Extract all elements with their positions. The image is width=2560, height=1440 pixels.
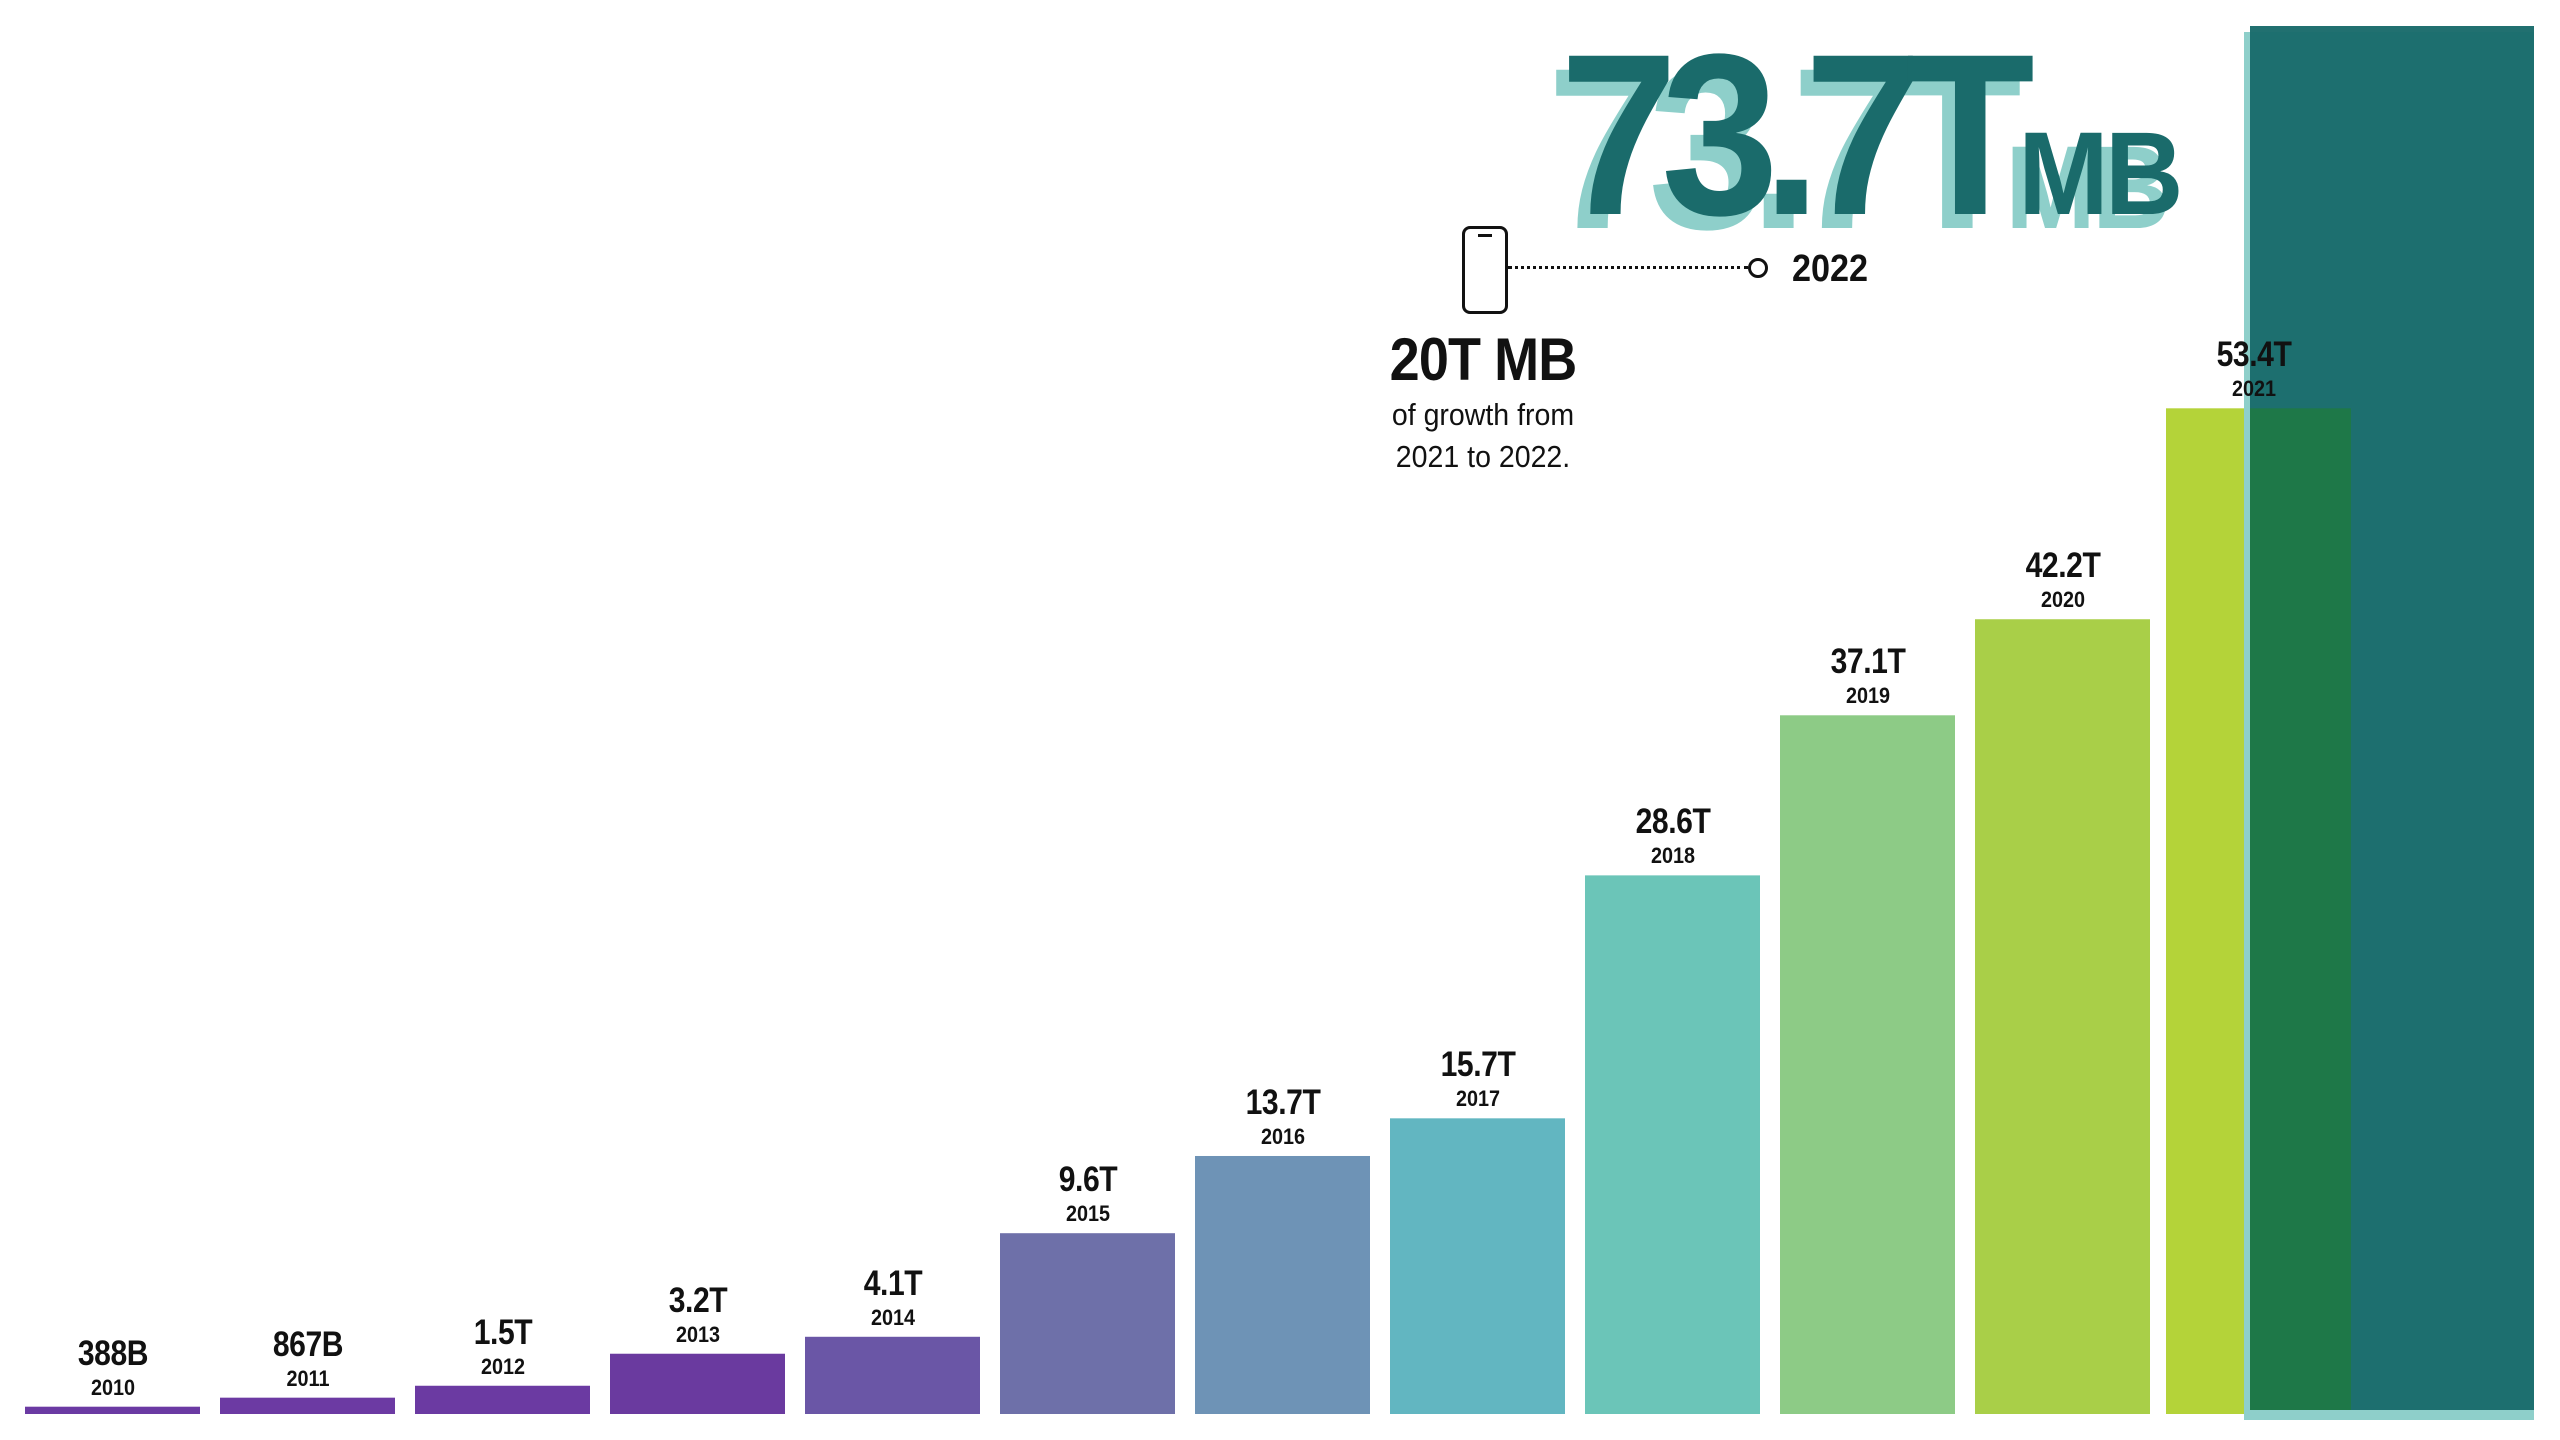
year-label-2018: 2018 [1650, 843, 1695, 869]
value-label-2020: 42.2T [2025, 546, 2100, 586]
year-label-2013: 2013 [675, 1321, 720, 1347]
growth-line-1: of growth from [1391, 397, 1575, 432]
year-label-2019: 2019 [1845, 683, 1890, 709]
bar-2015 [1000, 1233, 1175, 1414]
bar-2016 [1195, 1155, 1370, 1414]
year-label-2020: 2020 [2040, 587, 2085, 613]
year-label-2021: 2021 [2231, 376, 2276, 402]
value-label-2016: 13.7T [1245, 1082, 1320, 1122]
value-label-2014: 4.1T [863, 1263, 922, 1303]
headline-text: 73.7TMB [1560, 20, 2183, 274]
value-label-2011: 867B [272, 1324, 343, 1364]
bar-2018 [1585, 875, 1760, 1414]
year-label-2015: 2015 [1065, 1201, 1110, 1227]
year-label-2017: 2017 [1455, 1086, 1500, 1112]
headline-year: 2022 [1792, 248, 1869, 290]
growth-line-2: 2021 to 2022. [1395, 439, 1571, 474]
bar-2012 [415, 1385, 590, 1414]
bar-2019 [1780, 715, 1955, 1414]
value-label-2017: 15.7T [1440, 1045, 1515, 1085]
year-label-2011: 2011 [286, 1365, 329, 1391]
value-label-2013: 3.2T [668, 1280, 727, 1320]
year-label-2010: 2010 [90, 1374, 135, 1400]
headline-unit: MB [2018, 108, 2183, 240]
year-label-2012: 2012 [480, 1353, 525, 1379]
year-label-2016: 2016 [1260, 1123, 1305, 1149]
value-label-2019: 37.1T [1830, 642, 1905, 682]
bar-2010 [25, 1406, 200, 1414]
bar-2020 [1975, 619, 2150, 1414]
dotted-leader-line [1508, 266, 1748, 269]
year-label-2014: 2014 [870, 1304, 915, 1330]
bar-2011 [220, 1397, 395, 1414]
growth-title: 20T MB [1389, 326, 1578, 393]
headline-number: 73.7T [1560, 6, 2035, 263]
value-label-2012: 1.5T [473, 1312, 532, 1352]
bar-2014 [805, 1336, 980, 1414]
leader-end-circle [1748, 258, 1768, 278]
value-label-2018: 28.6T [1635, 802, 1710, 842]
bar-2017 [1390, 1118, 1565, 1414]
bar-overlap-2021-2022 [2250, 408, 2351, 1410]
value-label-2010: 388B [77, 1333, 148, 1373]
bar-2013 [610, 1353, 785, 1414]
smartphone-icon [1462, 226, 1508, 314]
growth-callout: 20T MB of growth from 2021 to 2022. [1283, 326, 1683, 478]
value-label-2015: 9.6T [1058, 1160, 1117, 1200]
headline-value: 73.7TMB [1560, 20, 2183, 250]
value-label-2021: 53.4T [2216, 335, 2291, 375]
